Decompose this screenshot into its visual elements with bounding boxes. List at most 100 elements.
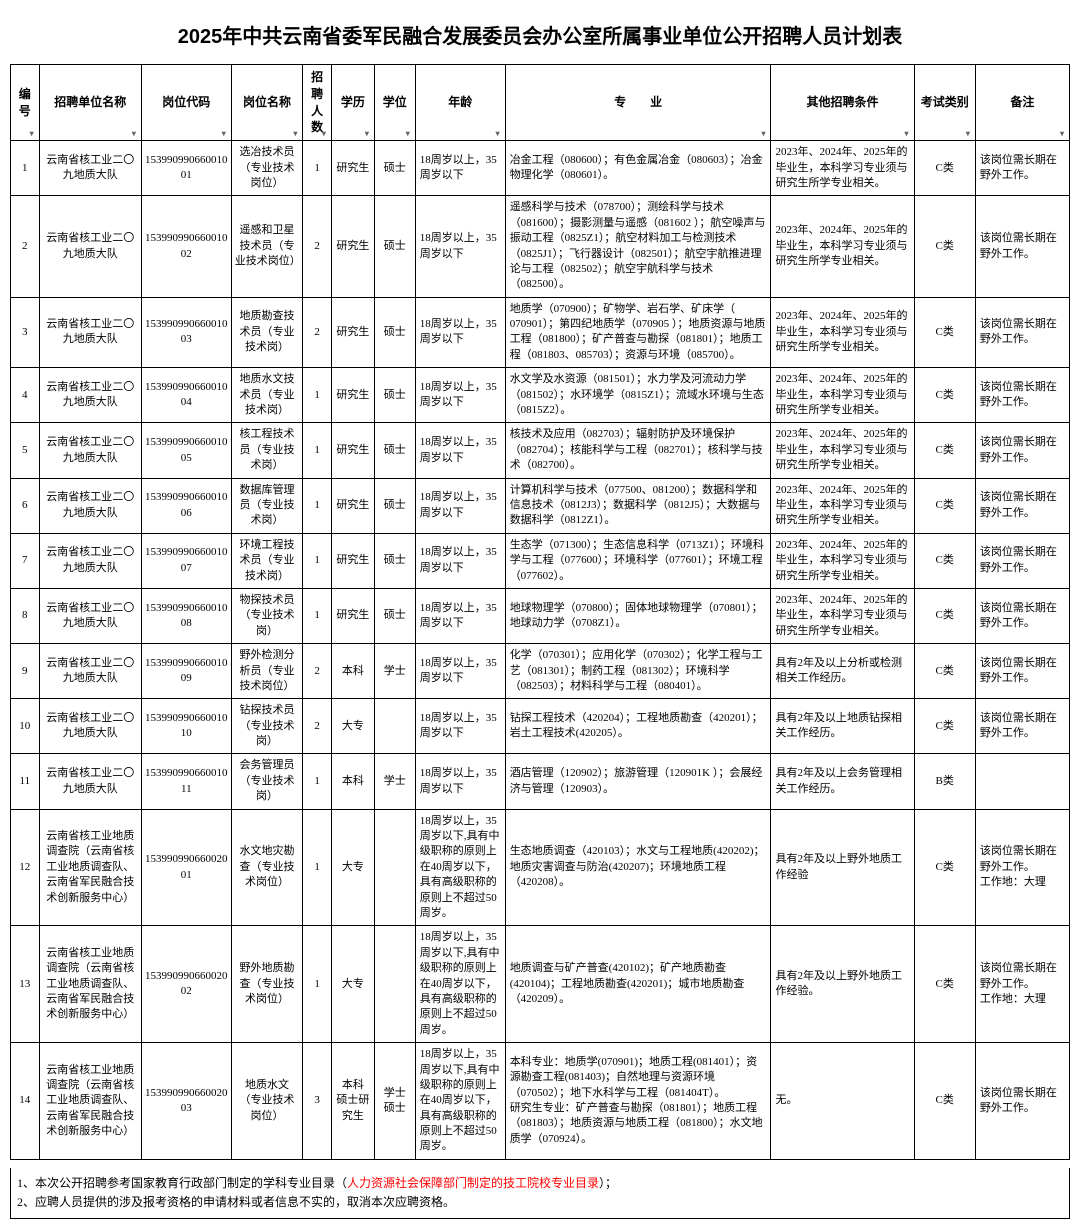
cell-exam: C类 [914,196,975,297]
cell-unit: 云南省核工业二〇九地质大队 [39,533,141,588]
cell-pos: 遥感和卫星技术员（专业技术岗位） [231,196,303,297]
cell-unit: 云南省核工业二〇九地质大队 [39,297,141,368]
cell-exam: C类 [914,926,975,1043]
cell-other: 无。 [771,1043,914,1160]
filter-dropdown-icon[interactable]: ▾ [362,128,372,138]
cell-major: 酒店管理（120902）；旅游管理（120901K ）；会展经济与管理（1209… [505,754,771,809]
cell-note: 该岗位需长期在野外工作。 [975,699,1069,754]
cell-edu: 大专 [331,809,374,926]
cell-age: 18周岁以上，35周岁以下 [415,297,505,368]
cell-num: 1 [303,533,332,588]
cell-age: 18周岁以上，35周岁以下 [415,533,505,588]
cell-num: 3 [303,1043,332,1160]
cell-edu: 大专 [331,926,374,1043]
filter-dropdown-icon[interactable]: ▾ [1057,128,1067,138]
table-row: 5云南省核工业二〇九地质大队15399099066001005核工程技术员（专业… [11,423,1070,478]
cell-other: 具有2年及以上野外地质工作经验 [771,809,914,926]
cell-major: 化学（070301）；应用化学（070302）；化学工程与工艺（081301）；… [505,644,771,699]
filter-dropdown-icon[interactable]: ▾ [129,128,139,138]
filter-dropdown-icon[interactable]: ▾ [493,128,503,138]
column-header: 备注▾ [975,65,1069,141]
cell-edu: 本科 [331,754,374,809]
cell-num: 2 [303,196,332,297]
cell-note: 该岗位需长期在野外工作。 [975,368,1069,423]
cell-code: 15399099066002001 [141,809,231,926]
cell-major: 钻探工程技术（420204）；工程地质勘查（420201）；岩土工程技术(420… [505,699,771,754]
filter-dropdown-icon[interactable]: ▾ [758,128,768,138]
cell-unit: 云南省核工业二〇九地质大队 [39,644,141,699]
cell-edu: 研究生 [331,533,374,588]
cell-pos: 会务管理员（专业技术岗） [231,754,303,809]
cell-other: 具有2年及以上地质钻探相关工作经历。 [771,699,914,754]
cell-code: 15399099066001008 [141,588,231,643]
cell-pos: 钻探技术员（专业技术岗） [231,699,303,754]
cell-age: 18周岁以上，35周岁以下,具有中级职称的原则上在40周岁以下，具有高级职称的原… [415,1043,505,1160]
cell-num: 1 [303,926,332,1043]
table-header-row: 编号▾招聘单位名称▾岗位代码▾岗位名称▾招聘人数▾学历▾学位▾年龄▾专 业▾其他… [11,65,1070,141]
cell-unit: 云南省核工业二〇九地质大队 [39,588,141,643]
recruitment-table: 编号▾招聘单位名称▾岗位代码▾岗位名称▾招聘人数▾学历▾学位▾年龄▾专 业▾其他… [10,64,1070,1160]
filter-dropdown-icon[interactable]: ▾ [902,128,912,138]
cell-deg: 硕士 [374,141,415,196]
cell-pos: 水文地灾勘查（专业技术岗位） [231,809,303,926]
cell-edu: 研究生 [331,141,374,196]
cell-other: 2023年、2024年、2025年的毕业生，本科学习专业须与研究生所学专业相关。 [771,196,914,297]
cell-other: 2023年、2024年、2025年的毕业生，本科学习专业须与研究生所学专业相关。 [771,368,914,423]
filter-dropdown-icon[interactable]: ▾ [403,128,413,138]
cell-code: 15399099066001006 [141,478,231,533]
cell-note [975,754,1069,809]
cell-age: 18周岁以上，35周岁以下 [415,478,505,533]
cell-note: 该岗位需长期在野外工作。工作地：大理 [975,926,1069,1043]
cell-exam: C类 [914,588,975,643]
column-header: 编号▾ [11,65,40,141]
column-header: 考试类别▾ [914,65,975,141]
filter-dropdown-icon[interactable]: ▾ [963,128,973,138]
table-row: 8云南省核工业二〇九地质大队15399099066001008物探技术员（专业技… [11,588,1070,643]
table-row: 7云南省核工业二〇九地质大队15399099066001007环境工程技术员（专… [11,533,1070,588]
cell-edu: 本科 [331,644,374,699]
cell-major: 遥感科学与技术（078700）；测绘科学与技术（081600）；摄影测量与遥感（… [505,196,771,297]
cell-deg: 硕士 [374,533,415,588]
filter-dropdown-icon[interactable]: ▾ [319,128,329,138]
cell-pos: 环境工程技术员（专业技术岗） [231,533,303,588]
cell-pos: 地质水文技术员（专业技术岗） [231,368,303,423]
cell-other: 2023年、2024年、2025年的毕业生，本科学习专业须与研究生所学专业相关。 [771,588,914,643]
cell-note: 该岗位需长期在野外工作。 [975,533,1069,588]
column-header: 学位▾ [374,65,415,141]
cell-unit: 云南省核工业二〇九地质大队 [39,754,141,809]
cell-note: 该岗位需长期在野外工作。 [975,1043,1069,1160]
cell-deg: 硕士 [374,588,415,643]
cell-age: 18周岁以上，35周岁以下 [415,196,505,297]
cell-note: 该岗位需长期在野外工作。 [975,478,1069,533]
table-row: 13云南省核工业地质调查院（云南省核工业地质调查队、云南省军民融合技术创新服务中… [11,926,1070,1043]
cell-major: 计算机科学与技术（077500、081200）；数据科学和信息技术（0812J3… [505,478,771,533]
cell-age: 18周岁以上，35周岁以下 [415,141,505,196]
table-row: 2 云南省核工业二〇九地质大队15399099066001002遥感和卫星技术员（… [11,196,1070,297]
cell-edu: 研究生 [331,423,374,478]
column-header: 招聘人数▾ [303,65,332,141]
cell-exam: C类 [914,423,975,478]
cell-exam: C类 [914,699,975,754]
cell-other: 2023年、2024年、2025年的毕业生，本科学习专业须与研究生所学专业相关。 [771,141,914,196]
column-header: 学历▾ [331,65,374,141]
cell-unit: 云南省核工业二〇九地质大队 [39,423,141,478]
filter-dropdown-icon[interactable]: ▾ [219,128,229,138]
cell-other: 2023年、2024年、2025年的毕业生，本科学习专业须与研究生所学专业相关。 [771,533,914,588]
cell-idx: 7 [11,533,40,588]
footer-notes: 1、本次公开招聘参考国家教育行政部门制定的学科专业目录（人力资源社会保障部门制定… [10,1168,1070,1219]
cell-num: 2 [303,644,332,699]
cell-edu: 研究生 [331,196,374,297]
cell-num: 1 [303,588,332,643]
cell-pos: 地质勘查技术员（专业技术岗） [231,297,303,368]
table-row: 3云南省核工业二〇九地质大队15399099066001003地质勘查技术员（专… [11,297,1070,368]
filter-dropdown-icon[interactable]: ▾ [290,128,300,138]
cell-code: 15399099066001002 [141,196,231,297]
cell-code: 15399099066002002 [141,926,231,1043]
cell-unit: 云南省核工业二〇九地质大队 [39,196,141,297]
cell-exam: B类 [914,754,975,809]
filter-dropdown-icon[interactable]: ▾ [27,128,37,138]
cell-idx: 4 [11,368,40,423]
cell-idx: 9 [11,644,40,699]
cell-other: 2023年、2024年、2025年的毕业生，本科学习专业须与研究生所学专业相关。 [771,478,914,533]
cell-deg [374,809,415,926]
